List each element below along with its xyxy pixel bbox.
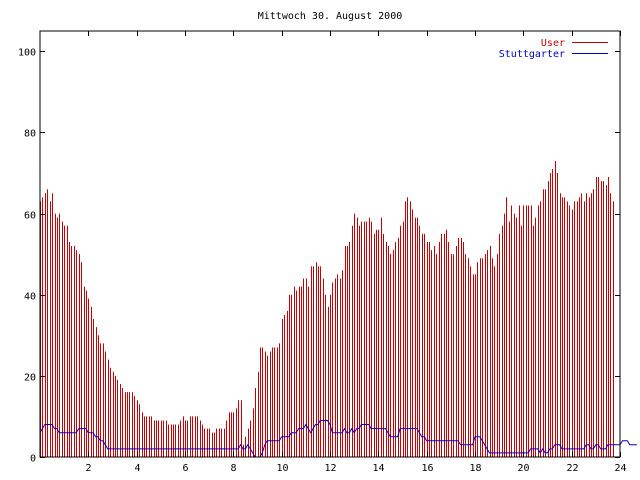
stuttgarter-line-layer: [39, 420, 637, 458]
x-tick-label: 20: [517, 463, 529, 474]
legend: User Stuttgarter: [499, 38, 608, 60]
stuttgarter-line: [39, 420, 637, 458]
x-tick-label: 24: [614, 463, 626, 474]
y-tick-label: 80: [24, 129, 36, 140]
x-tick-label: 16: [421, 463, 433, 474]
x-tick-label: 22: [566, 463, 578, 474]
y-axis: 0 20 40 60 80 100: [18, 48, 620, 465]
x-tick-label: 8: [230, 463, 236, 474]
chart-title: Mittwoch 30. August 2000: [258, 11, 403, 22]
x-tick-label: 10: [276, 463, 288, 474]
y-tick-label: 60: [24, 211, 36, 222]
x-tick-label: 12: [324, 463, 336, 474]
x-tick-label: 4: [134, 463, 140, 474]
user-bars: [40, 160, 614, 457]
y-tick-label: 0: [30, 454, 36, 465]
x-tick-label: 14: [372, 463, 384, 474]
y-tick-label: 20: [24, 373, 36, 384]
legend-label-user: User: [541, 38, 565, 49]
x-tick-label: 2: [85, 463, 91, 474]
legend-label-stuttgarter: Stuttgarter: [499, 49, 565, 60]
x-tick-label: 6: [182, 463, 188, 474]
y-tick-label: 40: [24, 292, 36, 303]
x-tick-label: 18: [469, 463, 481, 474]
x-axis: 2 4 6 8 10 12 14 16 18 20 22 24: [85, 31, 627, 474]
y-tick-label: 100: [18, 48, 36, 59]
